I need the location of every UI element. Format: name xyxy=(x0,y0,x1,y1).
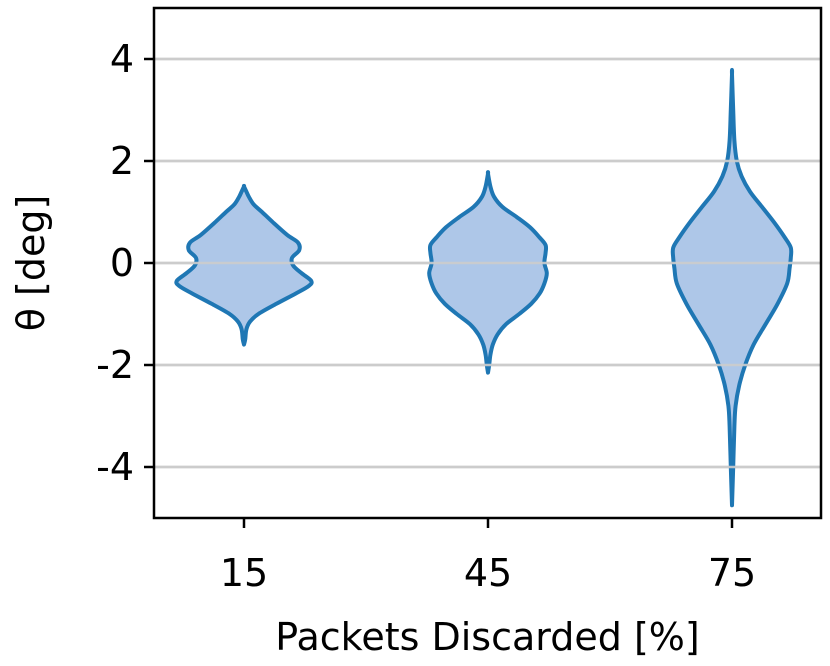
x-tick-label: 45 xyxy=(464,551,512,595)
y-tick-label: 2 xyxy=(110,139,134,183)
x-axis-label: Packets Discarded [%] xyxy=(275,615,699,659)
y-axis-ticks: 4 2 0 -2 -4 xyxy=(96,37,154,489)
x-tick-label: 75 xyxy=(708,551,756,595)
violin-layer xyxy=(154,57,821,508)
violin-75 xyxy=(670,67,794,508)
y-tick-label: 0 xyxy=(110,241,134,285)
y-tick-label: -4 xyxy=(96,445,134,489)
violin-45 xyxy=(427,170,549,375)
y-axis-label: θ [deg] xyxy=(9,195,53,332)
y-tick-label: -2 xyxy=(96,343,134,387)
violin-15 xyxy=(174,183,314,347)
x-axis-ticks: 15 45 75 xyxy=(220,518,756,595)
y-tick-label: 4 xyxy=(110,37,134,81)
x-tick-label: 15 xyxy=(220,551,268,595)
